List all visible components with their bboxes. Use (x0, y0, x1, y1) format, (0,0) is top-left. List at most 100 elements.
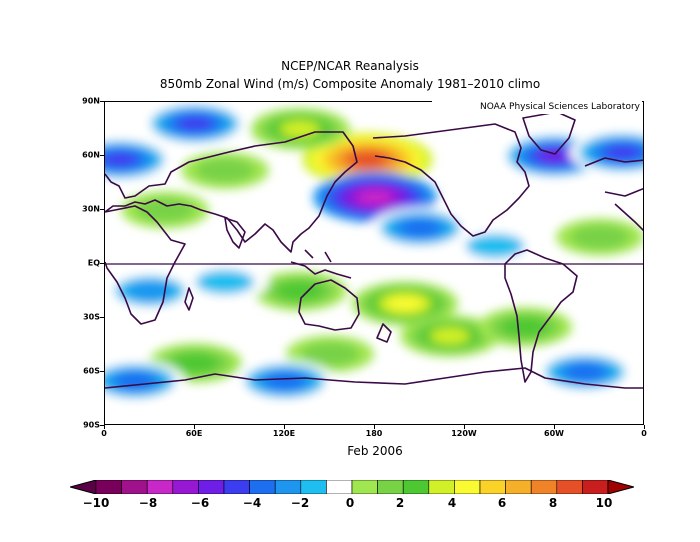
colorbar-swatch (274, 480, 302, 494)
colorbar-label-0: 0 (345, 496, 355, 510)
colorbar-swatch (146, 480, 174, 494)
lon-tick (104, 425, 105, 429)
coastline-europe-east (584, 157, 643, 232)
coastline-antarctica (105, 367, 643, 389)
lat-label-30s: 30S (83, 312, 100, 322)
anomaly-map (104, 101, 644, 425)
anomaly-cell (126, 281, 174, 301)
anomaly-cell (565, 363, 605, 381)
lat-tick (100, 263, 104, 264)
colorbar-label-minus6: −6 (190, 496, 210, 510)
lat-label-90n: 90N (82, 96, 100, 106)
anomaly-cell (501, 317, 549, 337)
lon-label-120w: 120W (451, 429, 477, 438)
lon-label-0: 0 (101, 429, 107, 438)
map-canvas (105, 102, 643, 402)
colorbar-label-minus2: −2 (290, 496, 310, 510)
anomaly-cell (387, 296, 423, 311)
colorbar-swatch (223, 480, 250, 494)
anomaly-cell (105, 152, 138, 167)
colorbar-swatch (377, 480, 404, 494)
colorbar-label-minus4: −4 (242, 496, 262, 510)
colorbar-label-minus8: −8 (138, 496, 158, 510)
anomaly-cell (115, 372, 155, 390)
anomaly-cell (570, 224, 630, 250)
anomaly-cell (604, 145, 641, 160)
colorbar-swatch (249, 480, 276, 494)
colorbar-swatch (530, 480, 558, 494)
anomaly-cell (539, 149, 571, 163)
colorbar-swatch (172, 480, 199, 494)
colorbar-under-arrow (70, 480, 97, 494)
anomaly-cell (357, 190, 393, 205)
coastline-south-america (504, 249, 578, 383)
colorbar-label-minus10: −10 (82, 496, 110, 510)
anomaly-cell (195, 269, 255, 295)
anomaly-cell (280, 120, 320, 138)
lat-label-eq: EQ (87, 258, 100, 268)
colorbar-swatch (505, 480, 532, 494)
colorbar-swatch (479, 480, 506, 494)
credit-label: NOAA Physical Sciences Laboratory (432, 101, 642, 114)
anomaly-cell (400, 219, 440, 237)
coastline-eurasia (105, 131, 358, 253)
date-label: Feb 2006 (347, 444, 403, 458)
lon-label-60e: 60E (185, 429, 203, 438)
coastline-maritime (290, 249, 352, 279)
lat-tick (100, 155, 104, 156)
anomaly-cell (195, 158, 255, 183)
colorbar-swatch (454, 480, 481, 494)
lon-tick (554, 425, 555, 429)
lat-label-60s: 60S (83, 366, 100, 376)
lat-tick (100, 371, 104, 372)
lat-label-60n: 60N (82, 150, 100, 160)
colorbar-swatch (198, 480, 225, 494)
colorbar-swatch (428, 480, 455, 494)
colorbar-label-2: 2 (395, 496, 405, 510)
lon-label-0-right: 0 (641, 429, 647, 438)
coastline-madagascar (184, 287, 194, 311)
colorbar-swatch (351, 480, 378, 494)
colorbar-label-4: 4 (447, 496, 457, 510)
colorbar-swatch (326, 480, 353, 494)
coastline-india (224, 217, 246, 249)
lon-label-120e: 120E (272, 429, 296, 438)
lon-label-180: 180 (365, 429, 383, 438)
colorbar-swatch (582, 480, 609, 494)
colorbar (70, 480, 634, 494)
anomaly-cell (171, 353, 219, 373)
colorbar-label-6: 6 (497, 496, 507, 510)
anomaly-cell (465, 233, 525, 259)
lat-label-90s: 90S (83, 420, 100, 430)
lon-label-60w: 60W (544, 429, 564, 438)
lat-tick (100, 101, 104, 102)
colorbar-swatch (556, 480, 583, 494)
coastline-africa (105, 205, 186, 325)
lon-tick (644, 425, 645, 429)
colorbar-label-8: 8 (548, 496, 558, 510)
colorbar-swatch (121, 480, 148, 494)
lat-tick (100, 209, 104, 210)
colorbar-swatch (402, 480, 430, 494)
anomaly-cell (177, 116, 213, 131)
anomaly-cell (265, 372, 305, 390)
lon-tick (374, 425, 375, 429)
colorbar-swatch (95, 480, 122, 494)
map-subtitle: 850mb Zonal Wind (m/s) Composite Anomaly… (159, 77, 541, 91)
lon-tick (194, 425, 195, 429)
lat-label-30n: 30N (82, 204, 100, 214)
lon-tick (464, 425, 465, 429)
coastline-newzealand (376, 323, 392, 343)
colorbar-swatch (300, 480, 327, 494)
colorbar-over-arrow (607, 480, 634, 494)
map-title: NCEP/NCAR Reanalysis (281, 59, 419, 73)
anomaly-cell (276, 281, 324, 301)
coastline-australia (298, 279, 360, 331)
anomaly-cell (430, 327, 470, 345)
colorbar-label-10: 10 (595, 496, 613, 510)
anomaly-cell (300, 341, 360, 367)
lat-tick (100, 425, 104, 426)
coastline-north-america (372, 123, 530, 237)
lat-tick (100, 317, 104, 318)
lon-tick (284, 425, 285, 429)
